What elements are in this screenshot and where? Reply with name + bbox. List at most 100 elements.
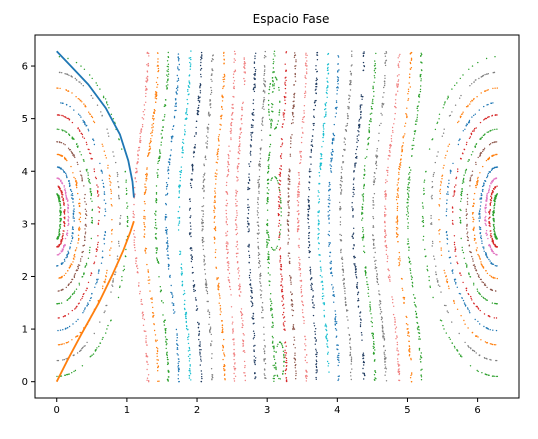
phase-point — [268, 256, 269, 257]
phase-point — [189, 377, 190, 378]
phase-point — [491, 198, 492, 199]
phase-point — [258, 191, 259, 192]
phase-point — [473, 199, 474, 200]
phase-point — [254, 378, 255, 379]
phase-point — [211, 368, 212, 369]
phase-point — [258, 229, 259, 230]
phase-point — [307, 215, 308, 216]
phase-point — [480, 261, 481, 262]
phase-point — [398, 168, 399, 169]
phase-point — [409, 336, 410, 337]
phase-point — [494, 203, 495, 204]
phase-point — [301, 292, 302, 293]
phase-point — [261, 130, 262, 131]
phase-point — [386, 60, 387, 61]
phase-point — [142, 117, 143, 118]
phase-point — [278, 237, 279, 238]
phase-point — [68, 208, 69, 209]
phase-point — [187, 103, 188, 104]
phase-point — [378, 284, 379, 285]
phase-point — [138, 285, 139, 286]
phase-point — [69, 267, 70, 268]
phase-point — [73, 211, 74, 212]
phase-point — [288, 238, 289, 239]
phase-point — [263, 109, 264, 110]
phase-point — [343, 272, 344, 273]
phase-point — [485, 210, 486, 211]
phase-point — [374, 75, 375, 76]
phase-point — [373, 218, 374, 219]
phase-point — [190, 59, 191, 60]
phase-point — [386, 181, 387, 182]
phase-point — [156, 198, 157, 199]
phase-point — [230, 289, 231, 290]
phase-point — [253, 349, 254, 350]
phase-point — [331, 171, 332, 172]
phase-point — [80, 258, 81, 259]
phase-point — [394, 322, 395, 323]
phase-point — [417, 117, 418, 118]
phase-point — [372, 103, 373, 104]
phase-point — [86, 215, 87, 216]
phase-point — [288, 189, 289, 190]
phase-point — [306, 71, 307, 72]
phase-point — [489, 245, 490, 246]
phase-point — [180, 253, 181, 254]
phase-point — [253, 338, 254, 339]
phase-point — [384, 222, 385, 223]
phase-point — [225, 210, 226, 211]
phase-point — [373, 181, 374, 182]
phase-point — [369, 120, 370, 121]
phase-point — [189, 371, 190, 372]
phase-point — [252, 132, 253, 133]
phase-point — [165, 194, 166, 195]
phase-point — [332, 287, 333, 288]
phase-point — [480, 205, 481, 206]
phase-point — [284, 350, 285, 351]
phase-point — [313, 323, 314, 324]
phase-point — [237, 179, 238, 180]
phase-point — [288, 183, 289, 184]
phase-point — [248, 163, 249, 164]
phase-point — [177, 347, 178, 348]
phase-point — [203, 249, 204, 250]
phase-point — [85, 224, 86, 225]
phase-point — [200, 349, 201, 350]
phase-point — [251, 139, 252, 140]
phase-point — [358, 131, 359, 132]
phase-point — [215, 257, 216, 258]
phase-point — [354, 164, 355, 165]
phase-point — [151, 135, 152, 136]
phase-point — [230, 124, 231, 125]
phase-point — [358, 300, 359, 301]
phase-point — [484, 251, 485, 252]
phase-point — [182, 139, 183, 140]
phase-point — [203, 197, 204, 198]
phase-point — [311, 286, 312, 287]
phase-point — [309, 182, 310, 183]
phase-point — [227, 253, 228, 254]
phase-point — [244, 361, 245, 362]
phase-point — [211, 334, 212, 335]
phase-point — [233, 74, 234, 75]
phase-point — [71, 263, 72, 264]
phase-point — [466, 225, 467, 226]
phase-point — [181, 273, 182, 274]
phase-point — [341, 177, 342, 178]
phase-point — [144, 229, 145, 230]
phase-point — [215, 252, 216, 253]
phase-point — [227, 174, 228, 175]
phase-point — [234, 380, 235, 381]
phase-point — [214, 200, 215, 201]
phase-point — [232, 104, 233, 105]
phase-point — [329, 231, 330, 232]
phase-point — [144, 210, 145, 211]
phase-point — [319, 243, 320, 244]
phase-point — [338, 69, 339, 70]
phase-point — [342, 269, 343, 270]
phase-point — [209, 330, 210, 331]
phase-point — [264, 71, 265, 72]
phase-point — [404, 126, 405, 127]
phase-point — [177, 68, 178, 69]
phase-point — [397, 75, 398, 76]
